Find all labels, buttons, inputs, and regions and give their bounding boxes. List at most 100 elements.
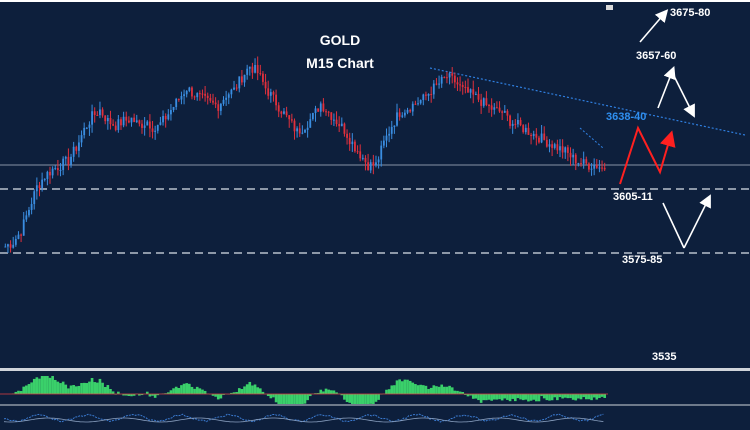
candle-body (524, 127, 527, 133)
candle-body (290, 119, 293, 121)
histogram-bar (117, 391, 120, 394)
candle-body (601, 167, 603, 169)
candle-body (419, 100, 422, 104)
histogram-bar (285, 394, 288, 404)
histogram-bar (343, 394, 346, 400)
candle-body (414, 103, 417, 105)
histogram-bar (314, 393, 317, 394)
candle-body (298, 128, 301, 134)
candle-body (385, 135, 388, 141)
candle-body (580, 163, 582, 165)
candle-body (72, 146, 75, 157)
candle-body (427, 93, 430, 96)
candle-body (251, 66, 254, 73)
candle-body (138, 120, 141, 124)
histogram-bar (319, 389, 323, 394)
oscillator-histogram (0, 376, 608, 404)
candle-body (280, 111, 283, 114)
candle-body (133, 117, 136, 123)
histogram-bar (358, 394, 362, 404)
candle-body (314, 108, 317, 113)
candle-body (398, 112, 401, 117)
candle-body (364, 157, 367, 163)
candle-body (293, 120, 296, 132)
candle-body (561, 146, 564, 153)
candle-body (382, 140, 385, 146)
candle-body (22, 219, 25, 236)
candle-body (569, 152, 572, 158)
chart-subtitle: M15 Chart (306, 55, 374, 71)
chart-title: GOLD (320, 32, 360, 48)
histogram-bar (477, 394, 480, 401)
candle-body (390, 126, 393, 134)
histogram-bar (22, 386, 26, 394)
candle-body (7, 244, 9, 247)
histogram-bar (67, 388, 70, 394)
histogram-bar (261, 391, 265, 394)
candle-body (209, 97, 212, 101)
histogram-bar (56, 381, 60, 394)
histogram-bar (308, 394, 312, 397)
histogram-bar (293, 394, 296, 404)
candle-body (451, 73, 454, 76)
histogram-bar (435, 386, 438, 394)
candle-body (367, 162, 370, 171)
candle-body (359, 151, 362, 159)
histogram-bar (301, 394, 304, 404)
histogram-bar (185, 383, 189, 394)
histogram-bar (374, 394, 378, 402)
candle-body (417, 103, 419, 105)
histogram-bar (177, 387, 181, 394)
candle-body (351, 141, 354, 145)
candle-body (264, 81, 267, 89)
histogram-bar (190, 386, 194, 394)
candle-body (464, 87, 467, 89)
histogram-bar (303, 394, 307, 404)
candle-body (527, 127, 530, 135)
histogram-bar (153, 394, 157, 398)
indicator-separator (0, 368, 750, 371)
histogram-bar (222, 394, 225, 395)
candle-body (311, 112, 314, 120)
candle-body (30, 204, 33, 210)
histogram-bar (490, 394, 493, 401)
histogram-bar (180, 385, 183, 394)
candle-body (125, 116, 128, 121)
candle-body (93, 111, 96, 115)
candle-body (162, 115, 164, 123)
candle-body (85, 127, 88, 129)
candle-body (301, 132, 304, 134)
candle-body (306, 127, 309, 131)
histogram-bar (419, 384, 422, 394)
histogram-bar (64, 384, 68, 394)
candle-body (277, 105, 280, 112)
candle-body (172, 107, 175, 111)
candle-body (446, 77, 448, 79)
histogram-bar (571, 394, 575, 400)
candle-body (572, 154, 575, 158)
histogram-bar (214, 394, 217, 397)
histogram-bar (577, 394, 580, 399)
candle-body (375, 162, 377, 166)
histogram-bar (172, 388, 175, 394)
histogram-bar (385, 389, 388, 394)
histogram-bar (400, 381, 404, 394)
histogram-bar (598, 394, 601, 398)
candle-body (12, 244, 15, 248)
histogram-bar (269, 394, 273, 399)
candle-body (495, 107, 498, 109)
candle-body (322, 103, 325, 112)
histogram-bar (387, 389, 391, 394)
candle-body (514, 123, 517, 125)
candle-body (530, 134, 532, 137)
histogram-bar (211, 394, 215, 396)
histogram-bar (545, 394, 549, 401)
candlestick-series (4, 56, 606, 254)
histogram-bar (282, 394, 286, 404)
bear-projection-down-line (662, 202, 685, 249)
candle-body (35, 185, 38, 192)
candle-body (196, 93, 199, 98)
histogram-bar (148, 394, 152, 397)
candle-body (267, 88, 270, 96)
candle-body (159, 122, 162, 125)
